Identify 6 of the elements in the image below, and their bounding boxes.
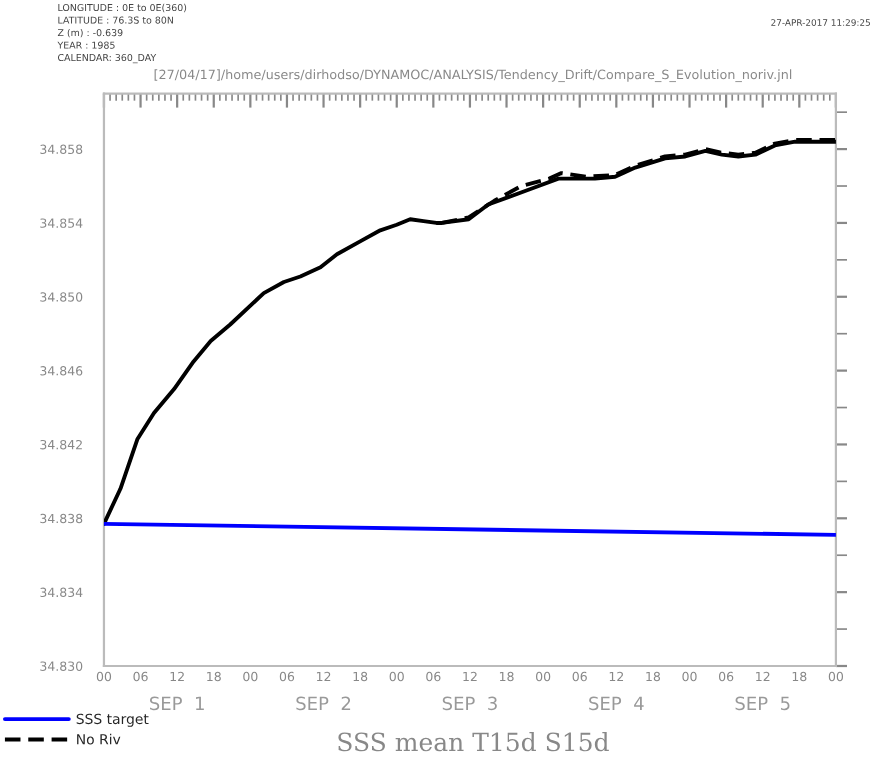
text: SEP 4	[589, 696, 644, 711]
text: SEP 2	[296, 696, 351, 711]
text: SEP 3	[442, 696, 497, 711]
text: SSS mean T15d S15d	[338, 732, 609, 752]
text: SEP 5	[735, 696, 790, 711]
text: SEP 1	[149, 696, 204, 711]
